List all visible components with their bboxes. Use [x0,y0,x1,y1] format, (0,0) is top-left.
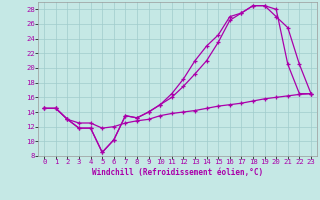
X-axis label: Windchill (Refroidissement éolien,°C): Windchill (Refroidissement éolien,°C) [92,168,263,177]
